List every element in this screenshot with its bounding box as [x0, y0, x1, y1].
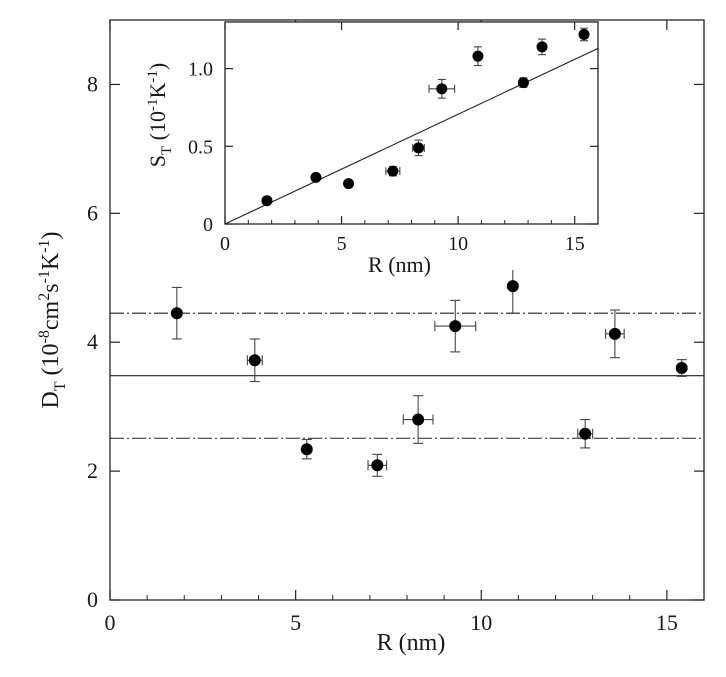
main-y-axis-label: DT (10-8cm2s-1K-1): [36, 231, 69, 408]
main-y-tick-label: 4: [87, 329, 98, 354]
main-y-label-subscript: T: [52, 381, 69, 391]
inset-y-tick-label: 1.0: [188, 59, 213, 81]
main-y-label-exp4: -1: [36, 239, 53, 252]
inset-data-point: [436, 83, 448, 95]
main-y-label-k: K: [38, 252, 64, 270]
inset-y-label-exp1: -1: [145, 98, 161, 111]
main-reference-lines: [110, 312, 704, 439]
inset-data-point: [412, 142, 424, 154]
inset-data-point: [261, 195, 273, 207]
main-data-point: [449, 320, 462, 333]
inset-data-point: [536, 41, 548, 53]
inset-fit-line-group: [224, 47, 599, 225]
main-data-point: [300, 443, 313, 456]
main-data-point: [579, 427, 592, 440]
inset-data-point: [517, 77, 529, 89]
inset-x-tick-label: 10: [448, 233, 468, 255]
main-y-label-s: s: [38, 283, 64, 292]
inset-x-tick-label: 5: [337, 233, 347, 255]
inset-x-tick-label: 0: [220, 233, 230, 255]
inset-x-axis-label: R (nm): [368, 252, 431, 277]
main-data-point: [675, 362, 688, 374]
inset-y-tick-label: 0: [203, 214, 213, 236]
inset-y-label-exp2: -1: [145, 70, 161, 83]
main-y-label-units: (10: [38, 343, 64, 381]
inset-y-tick-label: 0.5: [188, 136, 213, 158]
main-data-points: [170, 258, 688, 477]
inset-y-label-subscript: T: [159, 146, 175, 155]
main-y-label-symbol: D: [38, 391, 64, 408]
main-x-tick-label: 0: [105, 610, 116, 635]
inset-data-point: [343, 178, 355, 190]
inset-fit-line: [224, 47, 599, 225]
main-x-tick-label: 5: [290, 610, 301, 635]
main-y-label-exp2: 2: [36, 293, 53, 301]
inset-data-point: [310, 171, 322, 183]
main-y-label-cm: cm: [38, 300, 64, 330]
inset-data-point: [472, 50, 484, 62]
main-y-label-exp1: -8: [36, 330, 53, 343]
main-y-tick-label: 8: [87, 71, 98, 96]
inset-axis-ticks: 0 5 10 15 0 0.5 1.0: [188, 22, 598, 255]
main-data-point: [412, 413, 425, 426]
main-y-tick-label: 2: [87, 458, 98, 483]
inset-x-tick-label: 15: [565, 233, 585, 255]
main-data-point: [371, 459, 384, 472]
inset-y-label-close: ): [145, 63, 170, 70]
main-y-label-exp3: -1: [36, 270, 53, 283]
main-y-tick-label: 6: [87, 200, 98, 225]
main-data-point: [608, 327, 621, 340]
inset-y-axis-label: ST (10-1K-1): [145, 63, 175, 167]
main-axis-ticks: 0 5 10 15 0 2 4 6 8: [87, 20, 704, 635]
main-data-point: [248, 354, 261, 367]
main-x-axis-label: R (nm): [377, 630, 446, 656]
inset-y-label-k: K: [145, 82, 170, 98]
inset-data-point: [578, 28, 590, 40]
main-x-tick-label: 10: [470, 610, 492, 635]
main-data-point: [170, 307, 183, 320]
inset-y-label-units: (10: [145, 111, 170, 146]
inset-data-points: [261, 27, 590, 207]
main-x-tick-label: 15: [656, 610, 678, 635]
main-y-label-close: ): [38, 231, 64, 239]
main-data-point: [506, 280, 519, 293]
inset-data-point: [387, 165, 399, 177]
main-y-tick-label: 0: [87, 587, 98, 612]
inset-y-label-symbol: S: [145, 155, 170, 167]
inset-background: [140, 22, 600, 270]
